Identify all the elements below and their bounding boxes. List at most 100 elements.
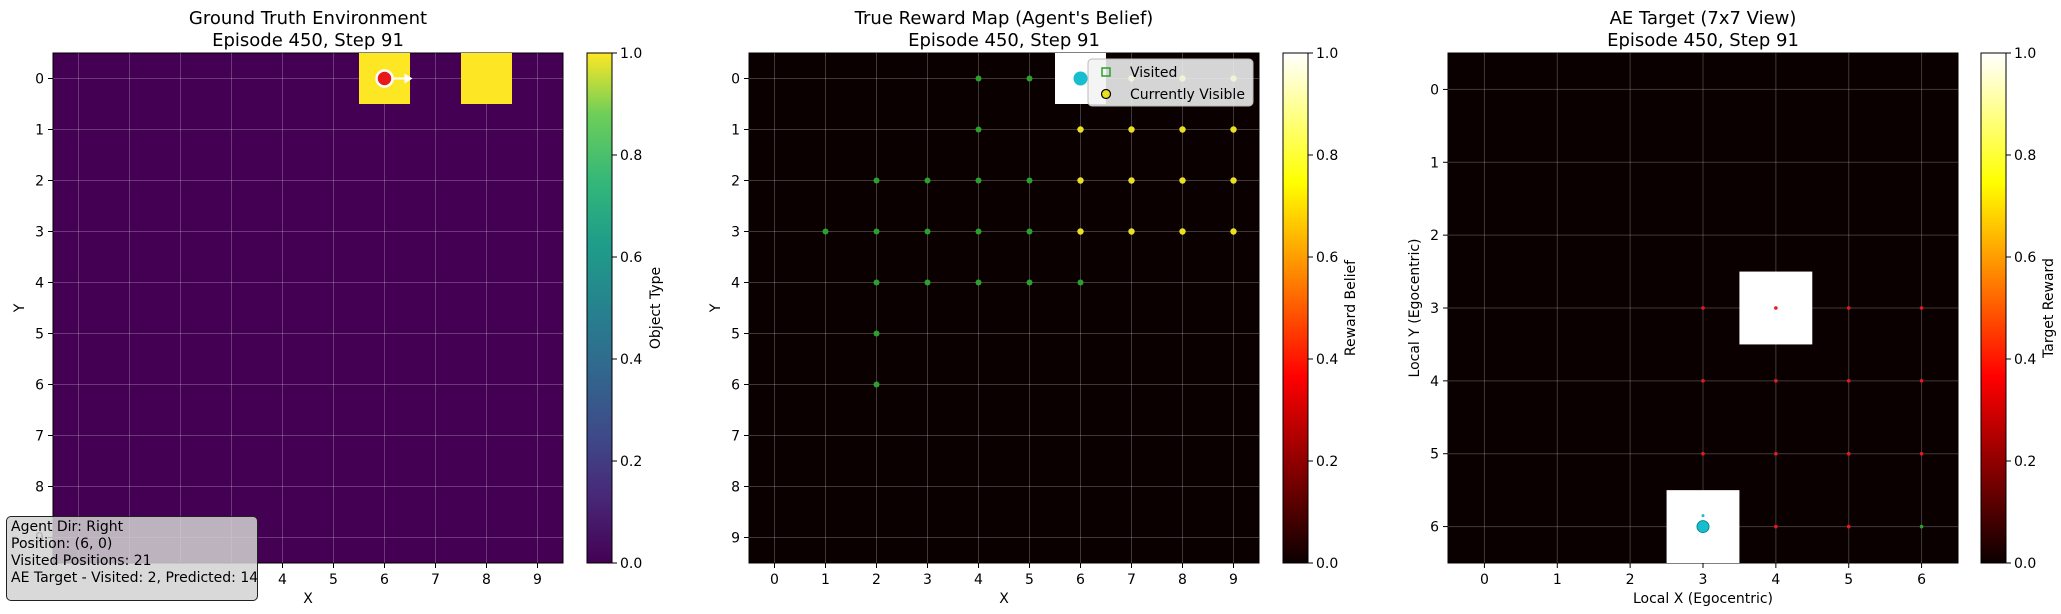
colorbar-tick-label: 0.8 bbox=[1316, 148, 1338, 164]
y-tick-label: 0 bbox=[1430, 82, 1439, 98]
visited-point bbox=[822, 228, 829, 235]
predicted-point bbox=[1774, 451, 1778, 456]
agent-marker bbox=[1696, 520, 1710, 534]
agent-marker bbox=[1073, 71, 1088, 86]
chart2-title-line2: Episode 450, Step 91 bbox=[908, 30, 1100, 51]
chart1-agent bbox=[375, 69, 413, 88]
chart2-ticks: 0 1 2 3 4 5 6 7 8 9 0 1 2 3 4 5 6 7 8 9 bbox=[731, 72, 1238, 589]
legend-visible-label: Currently Visible bbox=[1130, 87, 1245, 103]
colorbar-tick-label: 0.8 bbox=[620, 148, 642, 164]
x-tick-label: 7 bbox=[1127, 572, 1136, 588]
colorbar-tick-label: 0.6 bbox=[620, 250, 642, 266]
visible-point bbox=[1077, 177, 1084, 184]
y-tick-label: 9 bbox=[731, 531, 740, 547]
visible-point bbox=[1077, 228, 1084, 235]
visited-point bbox=[975, 228, 982, 235]
visited-point bbox=[1026, 279, 1033, 286]
x-tick-label: 6 bbox=[1917, 572, 1926, 588]
visited-point bbox=[975, 75, 982, 82]
chart1-colorbar bbox=[586, 52, 613, 564]
y-tick-label: 4 bbox=[731, 276, 740, 292]
x-tick-label: 8 bbox=[1178, 572, 1187, 588]
predicted-point bbox=[1774, 524, 1778, 529]
colorbar-tick-label: 0.2 bbox=[1316, 454, 1338, 470]
predicted-point bbox=[1919, 379, 1924, 383]
visible-legend-marker bbox=[1100, 88, 1112, 100]
y-tick-label: 3 bbox=[35, 225, 44, 241]
x-tick-label: 3 bbox=[923, 572, 932, 588]
agent-direction-dot bbox=[1701, 514, 1705, 518]
visible-point bbox=[1128, 177, 1135, 184]
chart3-agent bbox=[1696, 514, 1710, 534]
y-tick-label: 1 bbox=[1430, 155, 1439, 171]
chart1-colorbar-label: Object Type bbox=[648, 267, 664, 349]
colorbar-tick-label: 0.6 bbox=[1316, 250, 1338, 266]
agent-info-box: Agent Dir: Right Position: (6, 0) Visite… bbox=[6, 516, 258, 601]
y-tick-label: 5 bbox=[731, 327, 740, 343]
visited-point bbox=[975, 279, 982, 286]
y-tick-label: 6 bbox=[35, 378, 44, 394]
chart1-xlabel: X bbox=[303, 591, 313, 607]
chart-ae-target: AE Target (7x7 View) Episode 450, Step 9… bbox=[1407, 8, 2057, 607]
ae-target-text: AE Target - Visited: 2, Predicted: 14 bbox=[11, 570, 258, 586]
predicted-point bbox=[1701, 379, 1705, 383]
chart1-ylabel: Y bbox=[12, 303, 28, 313]
predicted-point bbox=[1846, 379, 1851, 383]
chart2-agent bbox=[1073, 71, 1088, 86]
chart1-title-line2: Episode 450, Step 91 bbox=[212, 30, 404, 51]
y-tick-label: 4 bbox=[1430, 374, 1439, 390]
predicted-point bbox=[1774, 379, 1778, 383]
x-tick-label: 2 bbox=[1626, 572, 1635, 588]
visible-point bbox=[1230, 228, 1237, 235]
visible-point bbox=[1128, 228, 1135, 235]
legend-visited-label: Visited bbox=[1130, 65, 1177, 81]
visible-point bbox=[1077, 126, 1084, 133]
predicted-point bbox=[1919, 451, 1924, 456]
chart2-legend-box bbox=[1087, 58, 1254, 107]
y-tick-label: 1 bbox=[731, 123, 740, 139]
colorbar-tick-label: 0.2 bbox=[620, 454, 642, 470]
chart2-ylabel: Y bbox=[708, 303, 724, 313]
chart2-colorbar-ticks: 0.0 0.2 0.4 0.6 0.8 1.0 bbox=[1308, 46, 1338, 572]
chart1-colorbar-ticks: 0.0 0.2 0.4 0.6 0.8 1.0 bbox=[612, 46, 642, 572]
visited-point bbox=[1026, 75, 1033, 82]
predicted-point bbox=[1846, 451, 1851, 456]
chart3-colorbar-ticks: 0.0 0.2 0.4 0.6 0.8 1.0 bbox=[2006, 46, 2036, 572]
chart2-colorbar-label: Reward Belief bbox=[1343, 259, 1359, 356]
x-tick-label: 1 bbox=[1553, 572, 1562, 588]
visited-point bbox=[924, 228, 931, 235]
chart2-title-line1: True Reward Map (Agent's Belief) bbox=[854, 8, 1154, 29]
visited-point bbox=[975, 177, 982, 184]
visited-point bbox=[1026, 228, 1033, 235]
chart3-points bbox=[1701, 306, 1924, 529]
predicted-point bbox=[1919, 306, 1924, 310]
chart3-ticks: 0 1 2 3 4 5 6 0 1 2 3 4 5 6 bbox=[1430, 82, 1926, 588]
agent-position-text: Position: (6, 0) bbox=[11, 536, 113, 552]
visited-point bbox=[873, 279, 880, 286]
colorbar-tick-label: 1.0 bbox=[1316, 46, 1338, 62]
agent-marker bbox=[375, 69, 394, 88]
chart2-colorbar bbox=[1282, 52, 1309, 564]
colorbar-tick-label: 0.6 bbox=[2014, 250, 2036, 266]
y-tick-label: 6 bbox=[1430, 520, 1439, 536]
y-tick-label: 2 bbox=[35, 174, 44, 190]
x-tick-label: 4 bbox=[1771, 572, 1780, 588]
visited-point bbox=[873, 228, 880, 235]
chart3-xlabel: Local X (Egocentric) bbox=[1633, 591, 1773, 607]
x-tick-label: 0 bbox=[1480, 572, 1489, 588]
colorbar-tick-label: 1.0 bbox=[2014, 46, 2036, 62]
visited-point bbox=[873, 330, 880, 337]
x-tick-label: 2 bbox=[872, 572, 881, 588]
chart1-plot-area bbox=[52, 52, 564, 564]
y-tick-label: 1 bbox=[35, 123, 44, 139]
visited-point bbox=[873, 177, 880, 184]
chart2-legend: Visited Currently Visible bbox=[1087, 58, 1254, 107]
colorbar-tick-label: 0.2 bbox=[2014, 454, 2036, 470]
visible-point bbox=[1179, 228, 1186, 235]
x-tick-label: 6 bbox=[380, 572, 389, 588]
colorbar-tick-label: 0.0 bbox=[2014, 556, 2036, 572]
predicted-point bbox=[1701, 306, 1705, 310]
y-tick-label: 3 bbox=[731, 225, 740, 241]
x-tick-label: 9 bbox=[533, 572, 542, 588]
x-tick-label: 8 bbox=[482, 572, 491, 588]
